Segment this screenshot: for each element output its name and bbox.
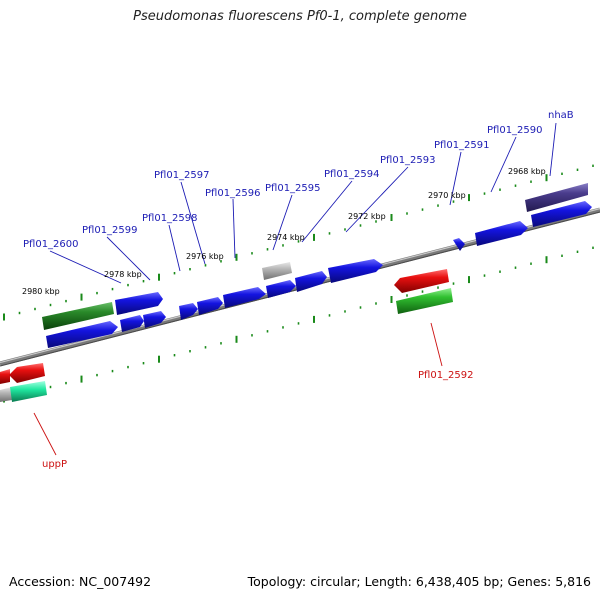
ruler-label: 2968 kbp (508, 167, 546, 176)
gene-pfl01-2592b[interactable] (396, 288, 453, 314)
gene-pfl01-2592[interactable] (394, 269, 449, 293)
gene-label-pfl01-2595[interactable]: Pfl01_2595 (265, 183, 321, 194)
gene-pfl01-2599[interactable] (115, 292, 163, 315)
gene-uppp-grey[interactable] (0, 387, 12, 402)
gene-pfl01-2600[interactable] (42, 302, 114, 330)
ruler-label: 2972 kbp (348, 212, 386, 221)
gene-uppp-red1[interactable] (0, 369, 10, 384)
gene-label-pfl01-2593[interactable]: Pfl01_2593 (380, 155, 436, 166)
gene-pfl01-2599c[interactable] (143, 311, 166, 328)
gene-pfl01-2596[interactable] (266, 280, 296, 298)
gene-pfl01-2595[interactable] (295, 271, 327, 292)
gene-pfl01-2598[interactable] (197, 297, 223, 315)
gene-pfl01-2597[interactable] (223, 287, 266, 308)
gene-label-pfl01-2591[interactable]: Pfl01_2591 (434, 140, 490, 151)
ruler-label: 2970 kbp (428, 191, 466, 200)
label-leaders (33, 122, 557, 456)
gene-label-pfl01-2598[interactable]: Pfl01_2598 (142, 213, 198, 224)
gene-label-layer: nhaB Pfl01_2590 Pfl01_2591 Pfl01_2593 Pf… (23, 110, 574, 470)
ruler-labels: 2968 kbp 2970 kbp 2972 kbp 2974 kbp 2976… (22, 167, 546, 296)
map-title: Pseudomonas fluorescens Pf0-1, complete … (133, 9, 467, 24)
gene-label-nhab[interactable]: nhaB (548, 110, 574, 121)
gene-label-pfl01-2596[interactable]: Pfl01_2596 (205, 188, 261, 199)
gene-label-pfl01-2592[interactable]: Pfl01_2592 (418, 370, 474, 381)
ruler-label: 2974 kbp (267, 233, 305, 242)
gene-uppp[interactable] (10, 381, 47, 402)
ruler-label: 2978 kbp (104, 270, 142, 279)
gene-label-pfl01-2590[interactable]: Pfl01_2590 (487, 125, 543, 136)
gene-label-pfl01-2600[interactable]: Pfl01_2600 (23, 239, 79, 250)
gene-label-pfl01-2594[interactable]: Pfl01_2594 (324, 169, 380, 180)
gene-label-pfl01-2597[interactable]: Pfl01_2597 (154, 170, 210, 181)
gene-uppp-red2[interactable] (9, 363, 45, 383)
gene-label-uppp[interactable]: uppP (42, 459, 67, 470)
topology-summary: Topology: circular; Length: 6,438,405 bp… (247, 574, 591, 589)
ruler-ticks-reverse (3, 246, 594, 403)
gene-pfl01-2600b[interactable] (46, 321, 118, 348)
ruler-ticks-forward (3, 164, 594, 321)
gene-nhab[interactable] (525, 183, 588, 212)
gene-pfl01-2596-grey[interactable] (262, 262, 292, 280)
ruler-label: 2976 kbp (186, 252, 224, 261)
gene-pfl01-2590[interactable] (531, 201, 592, 227)
gene-label-pfl01-2599[interactable]: Pfl01_2599 (82, 225, 138, 236)
gene-pfl01-2593-small[interactable] (453, 238, 465, 251)
gene-pfl01-2591[interactable] (475, 221, 528, 246)
gene-features (0, 183, 592, 402)
gene-pfl01-2594[interactable] (328, 259, 383, 283)
gene-pfl01-2599b[interactable] (120, 315, 144, 332)
gene-pfl01-2598b[interactable] (179, 303, 198, 320)
accession-text: Accession: NC_007492 (9, 574, 152, 589)
ruler-label: 2980 kbp (22, 287, 60, 296)
